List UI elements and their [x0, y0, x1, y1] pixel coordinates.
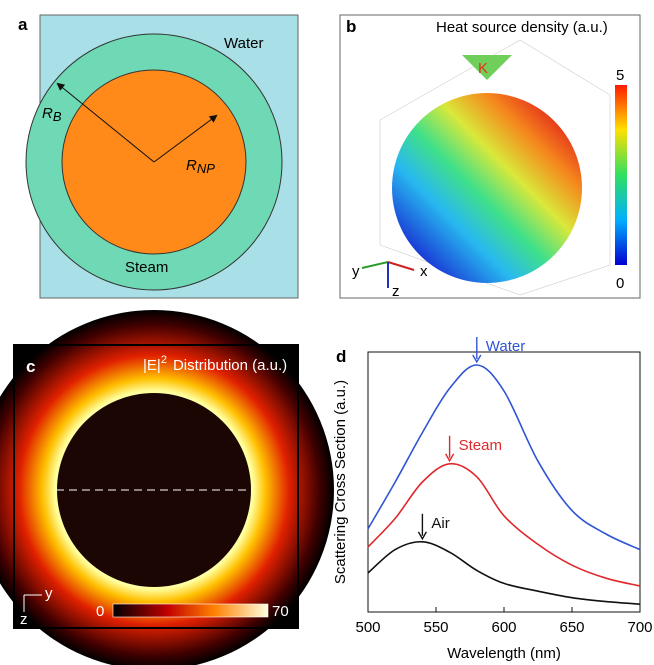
panel-b: b Heat source density (a.u.) K 5 0 y x z	[340, 15, 640, 300]
r-base: R	[42, 105, 53, 122]
figure: a Water Steam RB RNP b Heat source densi…	[0, 0, 654, 665]
r-base: R	[186, 157, 197, 174]
legend-label: Water	[486, 338, 525, 355]
x-tick-label: 650	[559, 619, 584, 636]
cbar-max: 70	[272, 603, 289, 620]
panel-label: c	[26, 357, 35, 376]
x-tick-label: 550	[423, 619, 448, 636]
cbar-min: 0	[616, 275, 624, 292]
series-line	[368, 365, 640, 550]
colorbar	[113, 604, 268, 617]
x-tick-label: 500	[355, 619, 380, 636]
axis-y: y	[352, 263, 360, 280]
title-sup: 2	[161, 354, 167, 366]
x-tick-label: 600	[491, 619, 516, 636]
axis-y: y	[45, 585, 53, 602]
panel-c: c |E|2 Distribution (a.u.) 0 70 y z	[0, 310, 334, 665]
series-line	[368, 464, 640, 586]
steam-label: Steam	[125, 259, 168, 276]
axis-z: z	[20, 611, 28, 628]
legend-label: Air	[431, 515, 449, 532]
k-label: K	[478, 60, 488, 77]
sphere	[392, 93, 582, 283]
r-sub: B	[53, 109, 62, 124]
axis-z: z	[392, 283, 400, 300]
panel-a: a Water Steam RB RNP	[18, 15, 298, 298]
panel-label: d	[336, 347, 346, 366]
x-tick-label: 700	[627, 619, 652, 636]
r-sub: NP	[197, 161, 215, 176]
cbar-min: 0	[96, 603, 104, 620]
cbar-max: 5	[616, 67, 624, 84]
panel-title: Heat source density (a.u.)	[436, 19, 608, 36]
x-axis-title: Wavelength (nm)	[447, 645, 561, 662]
series-line	[368, 542, 640, 604]
y-axis-title: Scattering Cross Section (a.u.)	[332, 380, 349, 584]
legend-label: Steam	[459, 437, 502, 454]
panel-label: a	[18, 15, 28, 34]
axis-x: x	[420, 263, 428, 280]
panel-d: d Wavelength (nm) Scattering Cross Secti…	[332, 337, 653, 662]
title-rest: Distribution (a.u.)	[173, 357, 287, 374]
colorbar	[615, 85, 627, 265]
water-label: Water	[224, 35, 263, 52]
title-base: |E|	[143, 357, 161, 374]
panel-label: b	[346, 17, 356, 36]
